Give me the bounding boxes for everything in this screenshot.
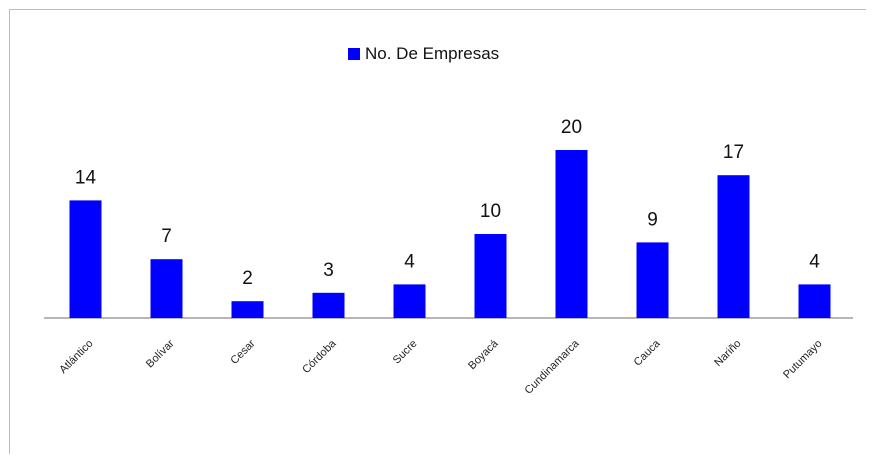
data-label-3: 3 bbox=[323, 260, 334, 281]
data-label-9: 4 bbox=[809, 251, 820, 272]
data-label-8: 17 bbox=[723, 142, 744, 163]
data-label-6: 20 bbox=[561, 117, 582, 138]
x-tick-label-6: Cundinamarca bbox=[523, 337, 583, 397]
data-label-7: 9 bbox=[647, 209, 658, 230]
bar-3 bbox=[312, 292, 345, 318]
bar-2 bbox=[231, 301, 264, 318]
bar-5 bbox=[474, 234, 507, 318]
legend-label: No. De Empresas bbox=[365, 44, 500, 63]
data-label-5: 10 bbox=[480, 201, 501, 222]
legend: No. De Empresas bbox=[348, 44, 499, 64]
bar-0 bbox=[69, 200, 102, 318]
chart-frame bbox=[9, 9, 866, 454]
legend-swatch bbox=[348, 48, 360, 60]
x-tick-label-2: Cesar bbox=[228, 337, 257, 366]
bar-8 bbox=[717, 175, 750, 318]
bar-7 bbox=[636, 242, 669, 318]
x-tick-label-1: Bolívar bbox=[144, 337, 177, 370]
x-tick-label-9: Putumayo bbox=[781, 338, 825, 382]
x-tick-label-8: Nariño bbox=[712, 338, 743, 369]
data-label-4: 4 bbox=[404, 251, 415, 272]
x-tick-label-4: Sucre bbox=[391, 338, 420, 367]
x-tick-label-0: Atlántico bbox=[57, 338, 95, 376]
data-label-1: 7 bbox=[161, 226, 172, 247]
bar-4 bbox=[393, 284, 426, 318]
x-tick-label-5: Boyacá bbox=[466, 337, 501, 372]
x-tick-label-3: Córdoba bbox=[300, 337, 339, 376]
data-label-0: 14 bbox=[75, 167, 97, 188]
bar-9 bbox=[798, 284, 831, 318]
bar-6 bbox=[555, 150, 588, 318]
x-tick-label-7: Cauca bbox=[632, 337, 664, 369]
data-label-2: 2 bbox=[242, 268, 253, 289]
bar-1 bbox=[150, 259, 183, 318]
